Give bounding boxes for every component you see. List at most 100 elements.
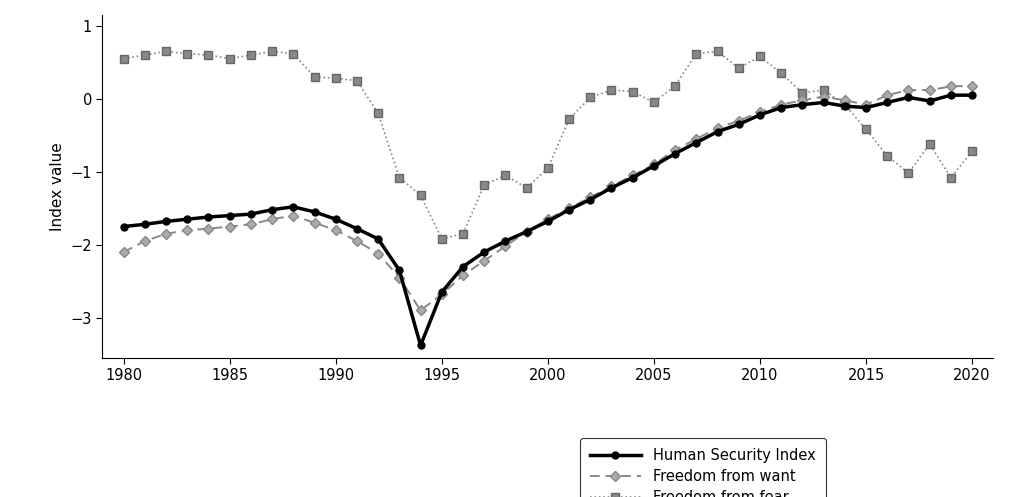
- Freedom from want: [478, 258, 490, 264]
- Human Security Index: [372, 236, 384, 242]
- Human Security Index: [605, 185, 617, 191]
- Freedom from want: [266, 216, 279, 222]
- Freedom from want: [712, 125, 724, 131]
- Freedom from fear: [817, 87, 829, 93]
- Freedom from fear: [945, 174, 957, 180]
- Freedom from fear: [203, 52, 215, 58]
- Human Security Index: [902, 94, 914, 100]
- Human Security Index: [118, 224, 130, 230]
- Freedom from want: [627, 172, 639, 178]
- Freedom from fear: [648, 99, 660, 105]
- Freedom from fear: [542, 165, 554, 171]
- Freedom from want: [924, 87, 936, 93]
- Human Security Index: [160, 218, 172, 224]
- Freedom from fear: [415, 192, 427, 198]
- Freedom from fear: [839, 102, 851, 108]
- Freedom from want: [520, 229, 532, 235]
- Freedom from want: [945, 83, 957, 89]
- Human Security Index: [648, 163, 660, 169]
- Human Security Index: [351, 226, 364, 232]
- Human Security Index: [181, 216, 194, 222]
- Freedom from fear: [308, 74, 321, 80]
- Freedom from want: [245, 221, 257, 227]
- Freedom from fear: [330, 76, 342, 82]
- Freedom from fear: [118, 56, 130, 62]
- Freedom from fear: [223, 56, 236, 62]
- Freedom from want: [372, 250, 384, 256]
- Human Security Index: [712, 129, 724, 135]
- Human Security Index: [393, 267, 406, 273]
- Human Security Index: [542, 218, 554, 224]
- Line: Freedom from want: Freedom from want: [120, 82, 976, 314]
- Human Security Index: [245, 211, 257, 217]
- Freedom from fear: [690, 51, 702, 57]
- Freedom from fear: [478, 182, 490, 188]
- Freedom from want: [500, 243, 512, 249]
- Human Security Index: [797, 102, 809, 108]
- Line: Freedom from fear: Freedom from fear: [120, 47, 976, 243]
- Human Security Index: [563, 207, 575, 213]
- Human Security Index: [817, 99, 829, 105]
- Human Security Index: [500, 238, 512, 244]
- Freedom from fear: [287, 51, 299, 57]
- Human Security Index: [860, 104, 872, 110]
- Freedom from want: [435, 291, 447, 297]
- Y-axis label: Index value: Index value: [50, 142, 65, 231]
- Freedom from want: [966, 83, 978, 88]
- Freedom from want: [860, 102, 872, 108]
- Human Security Index: [775, 104, 787, 110]
- Freedom from fear: [775, 70, 787, 76]
- Human Security Index: [669, 151, 681, 157]
- Human Security Index: [287, 204, 299, 210]
- Freedom from fear: [902, 170, 914, 176]
- Freedom from fear: [563, 116, 575, 122]
- Freedom from fear: [266, 48, 279, 54]
- Human Security Index: [330, 216, 342, 222]
- Freedom from want: [817, 93, 829, 99]
- Freedom from want: [351, 238, 364, 244]
- Freedom from want: [223, 224, 236, 230]
- Freedom from want: [393, 275, 406, 281]
- Human Security Index: [690, 140, 702, 146]
- Freedom from want: [542, 216, 554, 222]
- Freedom from want: [732, 118, 744, 124]
- Freedom from want: [648, 162, 660, 167]
- Freedom from fear: [797, 90, 809, 96]
- Human Security Index: [754, 112, 766, 118]
- Freedom from want: [181, 227, 194, 233]
- Freedom from fear: [435, 236, 447, 242]
- Freedom from fear: [966, 149, 978, 155]
- Freedom from fear: [754, 54, 766, 60]
- Freedom from want: [138, 238, 151, 244]
- Legend: Human Security Index, Freedom from want, Freedom from fear: Human Security Index, Freedom from want,…: [580, 438, 825, 497]
- Freedom from want: [584, 194, 596, 200]
- Human Security Index: [584, 196, 596, 202]
- Freedom from fear: [138, 52, 151, 58]
- Human Security Index: [839, 103, 851, 109]
- Freedom from want: [160, 231, 172, 237]
- Freedom from want: [563, 205, 575, 211]
- Freedom from fear: [627, 88, 639, 94]
- Human Security Index: [435, 289, 447, 295]
- Line: Human Security Index: Human Security Index: [120, 92, 976, 349]
- Freedom from fear: [181, 51, 194, 57]
- Freedom from want: [330, 227, 342, 233]
- Freedom from want: [775, 102, 787, 108]
- Freedom from fear: [457, 231, 469, 237]
- Human Security Index: [520, 229, 532, 235]
- Human Security Index: [478, 249, 490, 255]
- Freedom from want: [839, 97, 851, 103]
- Freedom from fear: [351, 78, 364, 83]
- Human Security Index: [223, 213, 236, 219]
- Freedom from want: [669, 147, 681, 153]
- Freedom from want: [754, 109, 766, 115]
- Freedom from want: [457, 272, 469, 278]
- Freedom from want: [605, 183, 617, 189]
- Human Security Index: [457, 263, 469, 269]
- Human Security Index: [966, 92, 978, 98]
- Human Security Index: [266, 207, 279, 213]
- Freedom from want: [203, 226, 215, 232]
- Human Security Index: [881, 99, 893, 105]
- Freedom from fear: [924, 141, 936, 147]
- Freedom from want: [881, 92, 893, 98]
